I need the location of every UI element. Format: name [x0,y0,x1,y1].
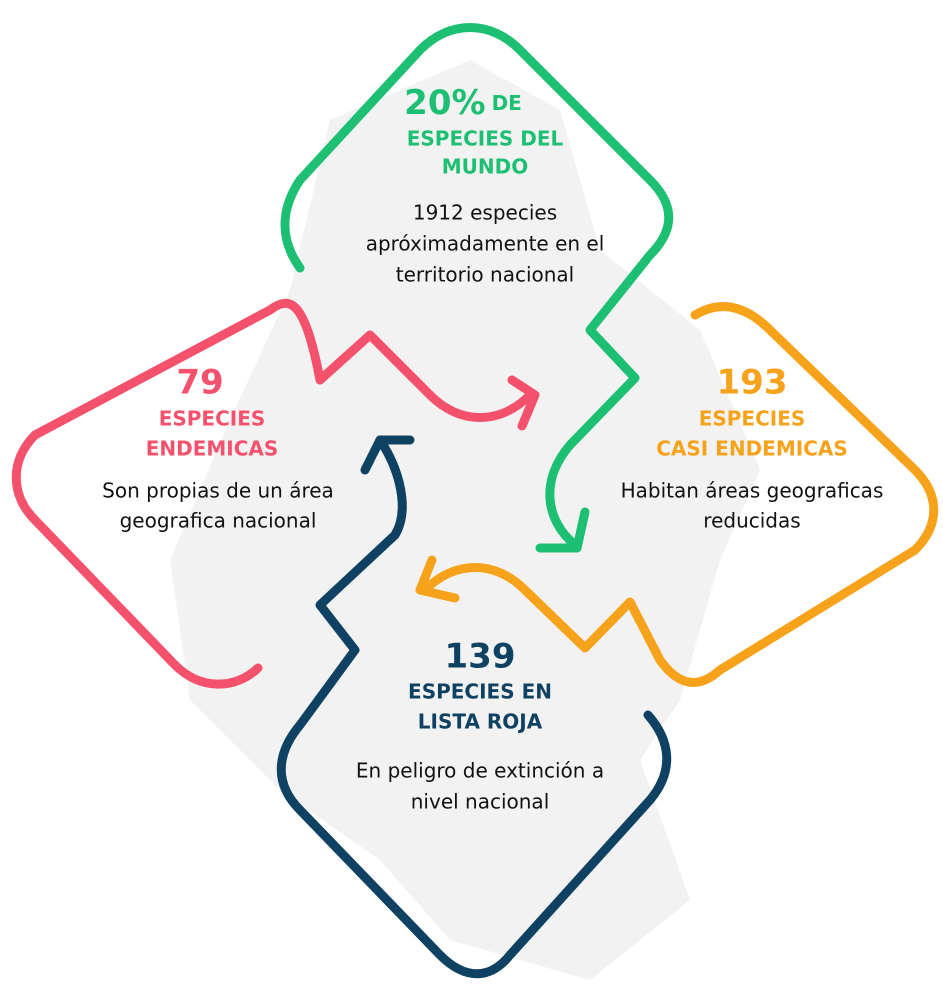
description: geografica nacional [120,509,317,533]
number: 193 [717,363,788,403]
label: ESPECIES [159,407,266,431]
description: apróximadamente en el [366,232,605,256]
label: LISTA ROJA [418,710,543,734]
map-background [170,60,760,980]
description: nivel nacional [411,790,550,814]
description: Son propias de un área [102,479,334,503]
number: 139 [445,637,516,677]
label: MUNDO [442,155,528,179]
description: 1912 especies [413,201,557,225]
number: 20% [404,83,485,123]
description: reducidas [703,509,800,533]
label: ESPECIES [699,407,806,431]
orange-arrow [415,555,460,603]
navy-loop [276,435,672,979]
green-arrow [535,507,590,553]
orange-loop [420,302,939,687]
description: territorio nacional [396,263,574,287]
label: CASI ENDEMICAS [656,437,848,461]
description: Habitan áreas geograficas [621,479,884,503]
green-loop [280,23,674,550]
red-arrow [507,375,540,431]
description: En peligro de extinción a [356,759,604,783]
label: ESPECIES DEL [407,127,564,151]
red-loop [11,298,535,689]
label: ESPECIES EN [408,680,552,704]
number-suffix: DE [492,91,522,115]
number: 79 [176,363,223,403]
headline: 20% DE [404,83,522,123]
label: ENDEMICAS [146,437,279,461]
navy-arrow [360,435,415,475]
